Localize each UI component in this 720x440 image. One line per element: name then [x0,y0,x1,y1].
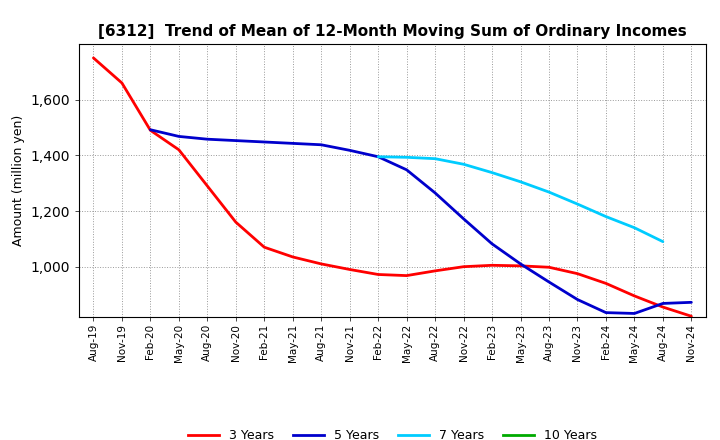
Title: [6312]  Trend of Mean of 12-Month Moving Sum of Ordinary Incomes: [6312] Trend of Mean of 12-Month Moving … [98,24,687,39]
Y-axis label: Amount (million yen): Amount (million yen) [12,115,25,246]
Legend: 3 Years, 5 Years, 7 Years, 10 Years: 3 Years, 5 Years, 7 Years, 10 Years [183,424,602,440]
